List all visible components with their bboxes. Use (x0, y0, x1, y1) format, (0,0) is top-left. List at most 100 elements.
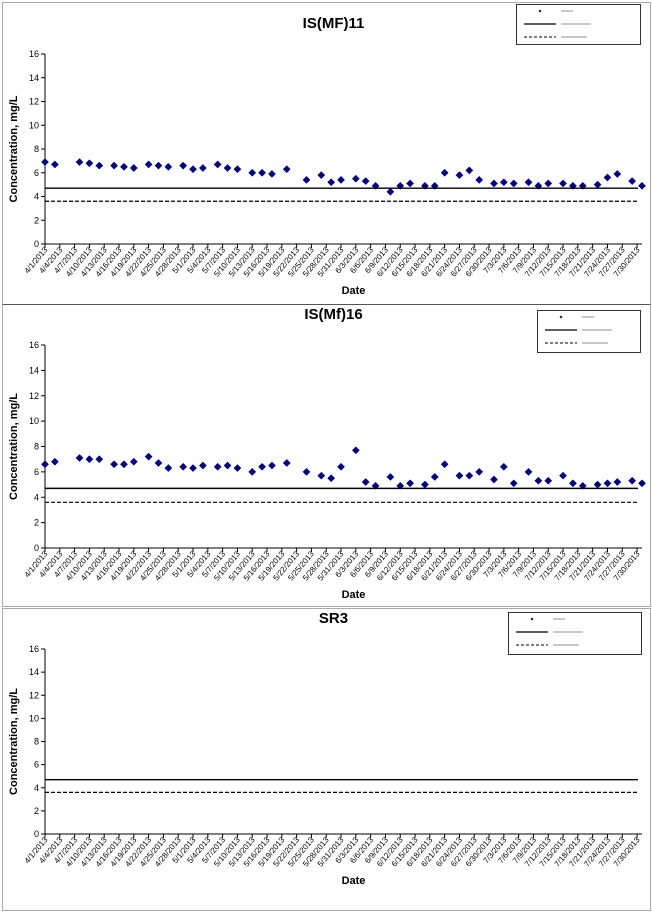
y-tick-label: 8 (34, 737, 39, 747)
y-tick-label: 4 (34, 783, 39, 793)
data-point (351, 174, 360, 183)
data-point (544, 179, 553, 188)
data-point (593, 480, 602, 489)
data-point (327, 474, 336, 483)
data-point (258, 168, 267, 177)
data-point (110, 161, 119, 170)
data-point (559, 179, 568, 188)
data-point (475, 175, 484, 184)
data-point (317, 171, 326, 180)
data-point (302, 467, 311, 476)
data-point (440, 168, 449, 177)
data-point (75, 453, 84, 462)
legend-marker-points (538, 9, 542, 13)
data-point (41, 460, 49, 469)
y-tick-label: 12 (29, 391, 39, 401)
data-point (213, 160, 222, 169)
data-point (638, 181, 646, 190)
data-point (282, 459, 291, 467)
data-point (302, 175, 311, 184)
y-tick-label: 10 (29, 713, 39, 723)
data-point (164, 162, 173, 171)
y-tick-label: 10 (29, 416, 39, 426)
data-point (406, 179, 415, 188)
data-point (544, 476, 553, 485)
data-point (327, 178, 336, 187)
data-point (41, 158, 49, 167)
data-point (420, 480, 429, 489)
y-tick-label: 2 (34, 806, 39, 816)
data-point (213, 462, 222, 471)
data-point (490, 179, 498, 188)
y-axis-label: Concentration, mg/L (8, 95, 20, 202)
data-point (50, 160, 59, 169)
data-point (223, 164, 232, 172)
data-point (164, 464, 173, 473)
data-point (144, 160, 153, 169)
x-axis-label: Date (342, 589, 366, 601)
data-point (189, 165, 197, 174)
data-point (154, 161, 163, 170)
data-point (420, 181, 429, 190)
y-tick-label: 0 (34, 829, 39, 839)
chart-title: IS(Mf)16 (304, 306, 362, 323)
legend-text-blur (553, 618, 565, 620)
y-tick-label: 16 (29, 340, 39, 350)
data-point (406, 479, 415, 488)
chart-panel-2: IS(Mf)1602468101214164/1/20134/4/20134/7… (2, 304, 651, 607)
data-point (499, 462, 508, 471)
y-tick-label: 0 (34, 543, 39, 553)
x-axis-label: Date (342, 875, 366, 887)
data-point (509, 479, 518, 488)
x-axis-label: Date (342, 285, 366, 297)
y-tick-label: 6 (34, 467, 39, 477)
data-point (386, 472, 395, 481)
y-tick-label: 14 (29, 667, 39, 677)
data-point (144, 452, 153, 461)
data-point (638, 479, 646, 488)
chart-title: SR3 (319, 610, 348, 627)
legend-text-blur (582, 342, 608, 344)
data-point (119, 460, 128, 469)
data-point (351, 446, 360, 455)
y-tick-label: 2 (34, 518, 39, 528)
data-point (110, 460, 119, 469)
data-point (119, 162, 128, 171)
data-point (233, 464, 242, 473)
data-point (361, 478, 370, 486)
data-point (85, 455, 94, 464)
data-point (154, 459, 163, 467)
y-tick-label: 14 (29, 73, 39, 83)
data-point (509, 179, 518, 188)
y-tick-label: 6 (34, 760, 39, 770)
panel-border (2, 608, 651, 911)
data-point (258, 462, 267, 471)
legend-text-blur (561, 10, 573, 12)
data-point (268, 461, 276, 470)
data-point (396, 481, 405, 490)
y-tick-label: 8 (34, 144, 39, 154)
data-point (317, 471, 326, 480)
data-point (465, 471, 474, 480)
data-point (179, 161, 188, 170)
y-axis-label: Concentration, mg/L (8, 393, 20, 500)
y-tick-label: 14 (29, 365, 39, 375)
y-tick-label: 0 (34, 239, 39, 249)
legend-text-blur (582, 316, 594, 318)
data-point (628, 476, 637, 485)
data-point (85, 159, 94, 168)
y-tick-label: 12 (29, 690, 39, 700)
y-tick-label: 6 (34, 168, 39, 178)
data-point (179, 462, 188, 471)
panel-border (2, 304, 651, 607)
data-point (603, 173, 612, 182)
legend-marker-points (530, 617, 534, 621)
data-point (189, 464, 197, 473)
chart-panel-3: SR302468101214164/1/20134/4/20134/7/2013… (2, 608, 651, 911)
data-point (95, 161, 104, 170)
y-tick-label: 12 (29, 97, 39, 107)
data-point (371, 481, 380, 490)
data-point (361, 177, 370, 186)
